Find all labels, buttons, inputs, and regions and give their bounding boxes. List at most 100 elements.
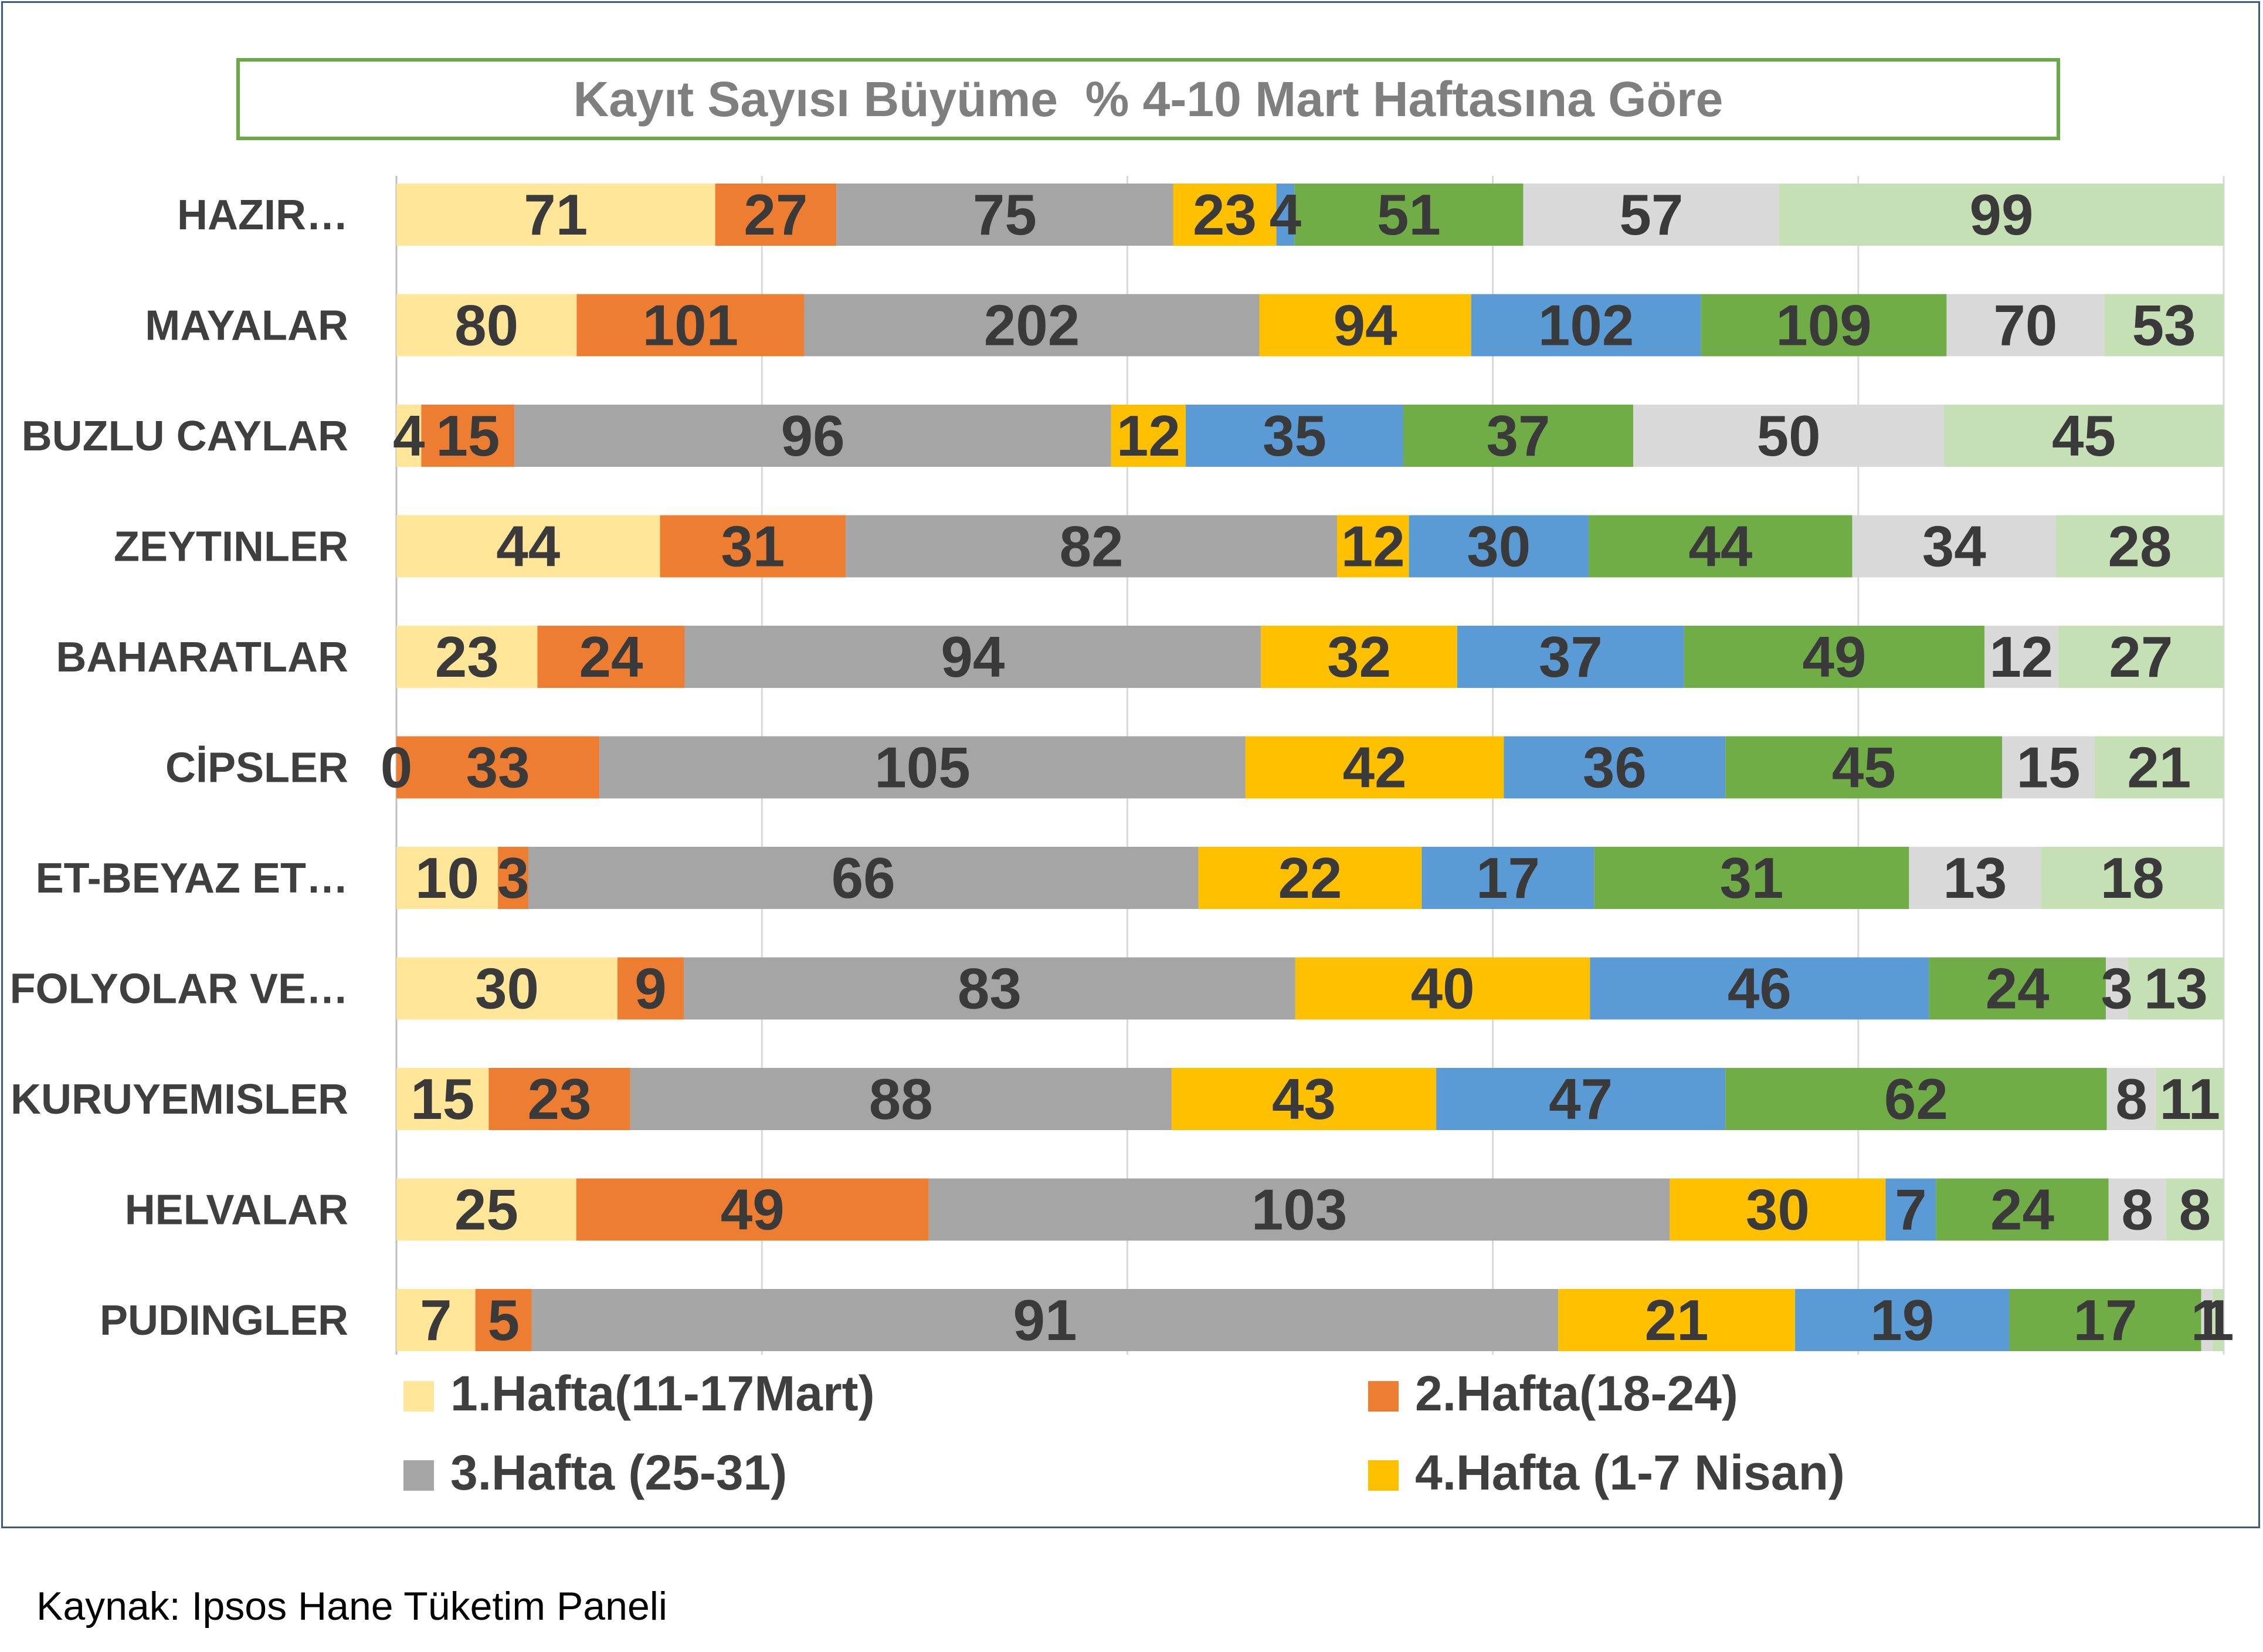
bar-segment: [1701, 294, 1947, 357]
data-label: 4: [393, 403, 425, 468]
bar-segment: [804, 294, 1260, 357]
bar-segment: [1684, 626, 1985, 688]
bar-segment: [1295, 957, 1590, 1020]
bar-segment: [684, 626, 1261, 688]
data-label: 32: [1327, 625, 1391, 689]
bar-segment: [928, 1178, 1670, 1241]
data-label: 1: [2202, 1288, 2234, 1352]
category-label: HAZIR…: [177, 192, 348, 239]
bar-segment: [599, 736, 1246, 799]
data-label: 31: [1720, 846, 1784, 910]
data-label: 45: [2052, 403, 2116, 468]
bar-segment: [396, 405, 422, 467]
bar-segment: [396, 736, 600, 799]
data-label: 47: [1549, 1067, 1613, 1131]
bar-segment: [1946, 294, 2105, 357]
data-label: 70: [1993, 293, 2057, 358]
data-label: 8: [2179, 1178, 2211, 1242]
data-label: 88: [869, 1067, 933, 1131]
data-label: 27: [744, 182, 808, 247]
data-label: 13: [2144, 956, 2208, 1021]
bar-segment: [1936, 1178, 2109, 1241]
bar-segment: [537, 626, 685, 688]
bar-segment: [617, 957, 684, 1020]
category-label: KURUYEMISLER: [11, 1076, 348, 1123]
data-label: 8: [2115, 1067, 2147, 1131]
data-label: 18: [2101, 846, 2164, 910]
data-label: 12: [1341, 514, 1405, 579]
bar-segment: [630, 1068, 1172, 1130]
data-label: 27: [2109, 625, 2173, 689]
bar-segment: [1633, 405, 1945, 467]
data-label: 25: [454, 1178, 518, 1242]
data-label: 10: [415, 846, 479, 910]
legend: 1.Hafta(11-17Mart) 2.Hafta(18-24) 3.Hafta …: [403, 1366, 1845, 1500]
bar-segment: [1944, 405, 2224, 467]
bar-segment: [1198, 847, 1422, 909]
bar-segment: [396, 515, 660, 578]
bar-segment: [1336, 515, 1409, 578]
data-label: 34: [1922, 514, 1986, 579]
category-label: PUDINGLER: [100, 1297, 348, 1344]
bars: [396, 184, 2224, 1351]
data-label: 101: [643, 293, 739, 358]
data-label: 105: [874, 735, 971, 800]
data-label: 15: [2016, 735, 2080, 800]
data-label: 51: [1377, 182, 1441, 247]
source-note: Kaynak: Ipsos Hane Tüketim Paneli: [36, 1584, 667, 1629]
bar-segment: [1294, 184, 1524, 246]
data-label: 37: [1539, 625, 1603, 689]
bar-segment: [1852, 515, 2056, 578]
bar-segment: [2002, 736, 2095, 799]
data-label: 49: [1803, 625, 1867, 689]
bar-segment: [396, 294, 577, 357]
bar-segment: [1186, 405, 1403, 467]
data-label: 24: [579, 625, 643, 689]
data-label: 21: [1645, 1288, 1709, 1352]
data-label: 46: [1728, 956, 1792, 1021]
bar-segment: [396, 626, 538, 688]
bar-segment: [1779, 184, 2224, 246]
data-label: 0: [381, 735, 413, 800]
bar-segment: [2041, 847, 2224, 909]
data-label: 12: [1989, 625, 2053, 689]
bar-segment: [1245, 736, 1504, 799]
data-label: 11: [2159, 1067, 2220, 1131]
chart-title: Kayıt Sayısı Büyüme % 4-10 Mart Haftasın…: [573, 71, 1723, 127]
data-label: 24: [1986, 956, 2050, 1021]
data-label: 23: [1193, 182, 1257, 247]
data-label: 3: [497, 846, 530, 910]
bar-segment: [2105, 957, 2128, 1020]
category-label: ET-BEYAZ ET…: [36, 855, 348, 902]
data-label: 80: [454, 293, 518, 358]
data-label: 15: [410, 1067, 474, 1131]
data-label: 202: [984, 293, 1080, 358]
data-label: 19: [1870, 1288, 1934, 1352]
bar-segment: [396, 1289, 476, 1351]
data-label: 75: [973, 182, 1037, 247]
bar-segment: [514, 405, 1111, 467]
bar-segment: [1259, 294, 1471, 357]
data-label: 99: [1970, 182, 2034, 247]
bar-segment: [2201, 1289, 2213, 1351]
bar-segment: [836, 184, 1173, 246]
bar-segment: [1984, 626, 2058, 688]
data-label: 102: [1538, 293, 1634, 358]
category-label: HELVALAR: [125, 1187, 348, 1234]
data-label: 30: [475, 956, 539, 1021]
category-label: BUZLU CAYLAR: [22, 413, 348, 460]
data-label: 33: [466, 735, 530, 800]
data-label: 5: [487, 1288, 520, 1352]
legend-swatch: [403, 1460, 434, 1491]
data-label: 7: [1895, 1178, 1927, 1242]
bar-segment: [2128, 957, 2224, 1020]
bar-segment: [1670, 1178, 1886, 1241]
bar-segment: [396, 1068, 489, 1130]
legend-swatch: [403, 1381, 434, 1412]
data-label: 15: [436, 403, 500, 468]
legend-swatch: [1368, 1381, 1399, 1412]
bar-segment: [1590, 957, 1929, 1020]
bar-segment: [475, 1289, 532, 1351]
bar-segment: [396, 1178, 576, 1241]
